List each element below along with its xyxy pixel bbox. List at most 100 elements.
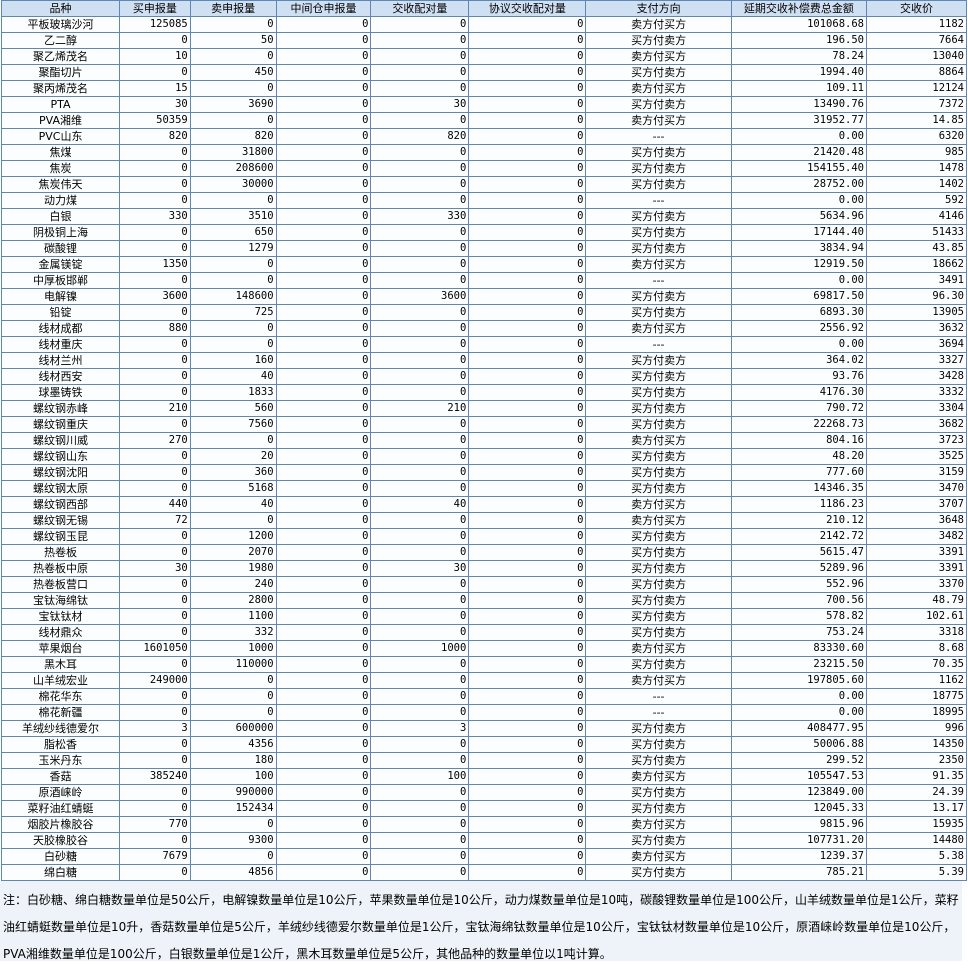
col-header-agreement-matched-qty: 协议交收配对量 [468, 0, 587, 17]
cell-matched-qty: 30 [370, 96, 470, 113]
cell-payment-direction: 买方付卖方 [585, 32, 732, 49]
cell-agreement-matched-qty: 0 [468, 144, 587, 161]
cell-compensation-amount: 790.72 [730, 400, 868, 417]
cell-sell-qty: 148600 [189, 288, 277, 305]
cell-payment-direction: 买方付卖方 [585, 160, 732, 177]
cell-buy-qty: 0 [119, 480, 191, 497]
cell-buy-qty: 0 [119, 832, 191, 849]
cell-variety: 平板玻璃沙河 [0, 16, 121, 33]
cell-delivery-price: 96.30 [866, 288, 967, 305]
cell-payment-direction: 买方付卖方 [585, 480, 732, 497]
cell-payment-direction: 买方付卖方 [585, 400, 732, 417]
cell-variety: 螺纹钢重庆 [0, 416, 121, 433]
cell-buy-qty: 30 [119, 560, 191, 577]
cell-mid-warehouse-qty: 0 [275, 752, 372, 769]
cell-payment-direction: 买方付卖方 [585, 864, 732, 881]
cell-agreement-matched-qty: 0 [468, 288, 587, 305]
cell-compensation-amount: 552.96 [730, 576, 868, 593]
cell-payment-direction: 卖方付买方 [585, 496, 732, 513]
cell-variety: 原酒崃岭 [0, 784, 121, 801]
cell-matched-qty: 30 [370, 560, 470, 577]
cell-compensation-amount: 22268.73 [730, 416, 868, 433]
cell-agreement-matched-qty: 0 [468, 368, 587, 385]
cell-agreement-matched-qty: 0 [468, 448, 587, 465]
cell-compensation-amount: 13490.76 [730, 96, 868, 113]
cell-variety: 脂松香 [0, 736, 121, 753]
cell-payment-direction: 买方付卖方 [585, 224, 732, 241]
cell-agreement-matched-qty: 0 [468, 176, 587, 193]
cell-matched-qty: 0 [370, 832, 470, 849]
table-row: 焦炭伟天 0 30000 0 0 0 买方付卖方 28752.00 1402 [0, 176, 967, 193]
cell-sell-qty: 0 [189, 672, 277, 689]
cell-buy-qty: 0 [119, 576, 191, 593]
cell-compensation-amount: 364.02 [730, 352, 868, 369]
cell-buy-qty: 30 [119, 96, 191, 113]
cell-delivery-price: 5.39 [866, 864, 967, 881]
cell-buy-qty: 0 [119, 800, 191, 817]
cell-mid-warehouse-qty: 0 [275, 848, 372, 865]
cell-payment-direction: 买方付卖方 [585, 592, 732, 609]
cell-payment-direction: 卖方付买方 [585, 768, 732, 785]
cell-payment-direction: 卖方付买方 [585, 432, 732, 449]
cell-agreement-matched-qty: 0 [468, 192, 587, 209]
cell-matched-qty: 0 [370, 64, 470, 81]
cell-mid-warehouse-qty: 0 [275, 832, 372, 849]
cell-delivery-price: 996 [866, 720, 967, 737]
cell-delivery-price: 7664 [866, 32, 967, 49]
table-row: 热卷板营口 0 240 0 0 0 买方付卖方 552.96 3370 [0, 576, 967, 593]
cell-matched-qty: 0 [370, 704, 470, 721]
cell-mid-warehouse-qty: 0 [275, 768, 372, 785]
cell-variety: 乙二醇 [0, 32, 121, 49]
cell-compensation-amount: 1994.40 [730, 64, 868, 81]
cell-agreement-matched-qty: 0 [468, 640, 587, 657]
cell-compensation-amount: 0.00 [730, 704, 868, 721]
cell-payment-direction: 买方付卖方 [585, 240, 732, 257]
cell-matched-qty: 0 [370, 512, 470, 529]
table-row: 线材重庆 0 0 0 0 0 --- 0.00 3694 [0, 336, 967, 353]
cell-agreement-matched-qty: 0 [468, 736, 587, 753]
cell-sell-qty: 20 [189, 448, 277, 465]
col-header-matched-qty: 交收配对量 [370, 0, 470, 17]
cell-delivery-price: 14480 [866, 832, 967, 849]
cell-delivery-price: 7372 [866, 96, 967, 113]
cell-buy-qty: 0 [119, 864, 191, 881]
cell-delivery-price: 3332 [866, 384, 967, 401]
cell-matched-qty: 0 [370, 160, 470, 177]
cell-mid-warehouse-qty: 0 [275, 368, 372, 385]
cell-agreement-matched-qty: 0 [468, 320, 587, 337]
cell-mid-warehouse-qty: 0 [275, 80, 372, 97]
cell-compensation-amount: 21420.48 [730, 144, 868, 161]
cell-mid-warehouse-qty: 0 [275, 480, 372, 497]
cell-payment-direction: 买方付卖方 [585, 624, 732, 641]
cell-sell-qty: 990000 [189, 784, 277, 801]
cell-delivery-price: 3723 [866, 432, 967, 449]
cell-sell-qty: 31800 [189, 144, 277, 161]
cell-payment-direction: 卖方付买方 [585, 80, 732, 97]
cell-sell-qty: 40 [189, 368, 277, 385]
cell-payment-direction: 卖方付买方 [585, 512, 732, 529]
table-row: 聚酯切片 0 450 0 0 0 买方付卖方 1994.40 8864 [0, 64, 967, 81]
cell-matched-qty: 0 [370, 16, 470, 33]
cell-delivery-price: 24.39 [866, 784, 967, 801]
cell-variety: 棉花新疆 [0, 704, 121, 721]
cell-variety: 螺纹钢山东 [0, 448, 121, 465]
cell-agreement-matched-qty: 0 [468, 688, 587, 705]
cell-matched-qty: 0 [370, 592, 470, 609]
cell-agreement-matched-qty: 0 [468, 672, 587, 689]
cell-matched-qty: 0 [370, 368, 470, 385]
cell-mid-warehouse-qty: 0 [275, 208, 372, 225]
cell-delivery-price: 2350 [866, 752, 967, 769]
cell-buy-qty: 0 [119, 544, 191, 561]
cell-sell-qty: 1980 [189, 560, 277, 577]
cell-delivery-price: 3428 [866, 368, 967, 385]
cell-delivery-price: 1182 [866, 16, 967, 33]
cell-sell-qty: 360 [189, 464, 277, 481]
table-row: 羊绒纱线德爱尔 3 600000 0 3 0 买方付卖方 408477.95 996 [0, 720, 967, 737]
cell-variety: 菜籽油红蜻蜓 [0, 800, 121, 817]
cell-compensation-amount: 4176.30 [730, 384, 868, 401]
cell-mid-warehouse-qty: 0 [275, 672, 372, 689]
cell-payment-direction: 买方付卖方 [585, 736, 732, 753]
cell-delivery-price: 18775 [866, 688, 967, 705]
cell-compensation-amount: 5634.96 [730, 208, 868, 225]
cell-payment-direction: 买方付卖方 [585, 560, 732, 577]
